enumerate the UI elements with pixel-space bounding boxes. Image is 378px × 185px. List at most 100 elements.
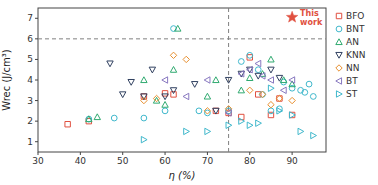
legend-label: BFO xyxy=(346,11,364,21)
point xyxy=(162,108,168,114)
point xyxy=(204,77,210,83)
point xyxy=(239,118,245,124)
point xyxy=(170,88,176,94)
y-tick-label: 7 xyxy=(27,13,33,23)
legend-label: BNT xyxy=(346,24,365,34)
x-tick xyxy=(165,152,166,155)
point xyxy=(141,94,146,99)
y-tick xyxy=(35,100,38,101)
reference-line xyxy=(38,38,326,39)
point xyxy=(247,75,253,81)
point xyxy=(255,67,261,73)
point xyxy=(226,122,232,128)
point xyxy=(141,136,147,142)
y-tick xyxy=(35,80,38,81)
point xyxy=(238,71,244,77)
legend-marker xyxy=(336,13,341,18)
point xyxy=(268,77,274,83)
x-tick-label: 60 xyxy=(159,156,171,166)
y-tick xyxy=(35,121,38,122)
x-tick-label: 40 xyxy=(75,156,87,166)
point xyxy=(298,128,304,134)
point xyxy=(170,52,176,58)
y-tick xyxy=(35,18,38,19)
point xyxy=(238,71,244,77)
point xyxy=(141,97,147,103)
point xyxy=(183,56,189,62)
point xyxy=(225,77,231,83)
point xyxy=(302,89,308,95)
point xyxy=(259,73,265,79)
point xyxy=(107,61,113,67)
point xyxy=(86,116,92,122)
y-tick xyxy=(35,38,38,39)
annotation-line: work xyxy=(300,18,323,27)
point xyxy=(213,108,218,113)
highlight-point xyxy=(286,11,297,22)
point xyxy=(289,112,294,117)
x-tick-label: 50 xyxy=(117,156,129,166)
legend-label: NN xyxy=(346,63,359,73)
point xyxy=(306,81,312,87)
point xyxy=(268,101,274,107)
y-tick xyxy=(35,141,38,142)
point xyxy=(277,108,283,114)
point xyxy=(277,96,282,101)
x-tick xyxy=(80,152,81,155)
point xyxy=(170,67,176,73)
point xyxy=(310,94,316,100)
point xyxy=(311,132,317,138)
point xyxy=(204,108,210,114)
point xyxy=(289,97,295,103)
point xyxy=(255,60,261,66)
point xyxy=(162,101,168,107)
legend-marker xyxy=(336,91,342,97)
y-axis-label: Wrec (J/cm³) xyxy=(1,49,12,111)
point xyxy=(111,115,117,121)
y-tick-label: 1 xyxy=(27,137,33,147)
point xyxy=(65,122,70,127)
x-tick xyxy=(38,152,39,155)
point xyxy=(94,114,100,120)
x-tick xyxy=(122,152,123,155)
y-tick-label: 3 xyxy=(27,96,33,106)
point xyxy=(259,91,265,97)
legend-label: ST xyxy=(346,89,358,99)
x-tick xyxy=(292,152,293,155)
x-tick-label: 70 xyxy=(202,156,214,166)
legend-marker xyxy=(336,26,342,32)
point xyxy=(128,79,134,85)
point xyxy=(153,95,159,101)
point xyxy=(289,77,295,83)
x-tick-label: 90 xyxy=(286,156,298,166)
y-tick-label: 5 xyxy=(27,54,33,64)
point xyxy=(213,77,219,83)
x-tick xyxy=(249,152,250,155)
annotation: Thiswork xyxy=(300,9,323,27)
point xyxy=(247,122,253,128)
point xyxy=(268,56,274,62)
x-tick xyxy=(207,152,208,155)
y-tick xyxy=(35,59,38,60)
y-tick-label: 2 xyxy=(27,116,33,126)
point xyxy=(276,75,282,81)
legend-label: KNN xyxy=(346,50,365,60)
point xyxy=(162,94,168,100)
point xyxy=(192,82,198,88)
point xyxy=(162,77,168,83)
point xyxy=(120,92,126,98)
point xyxy=(213,108,219,114)
point xyxy=(205,110,211,116)
point xyxy=(247,67,253,73)
x-tick-label: 30 xyxy=(32,156,44,166)
chart: 304050607080901234567η (%)Wrec (J/cm³)Th… xyxy=(0,0,378,185)
point xyxy=(205,128,211,134)
x-tick-label: 80 xyxy=(244,156,256,166)
point xyxy=(290,112,296,118)
point xyxy=(247,52,253,58)
point xyxy=(276,95,282,101)
reference-line xyxy=(228,8,229,152)
plot-frame xyxy=(38,8,326,152)
point xyxy=(225,110,231,116)
point xyxy=(141,77,147,83)
